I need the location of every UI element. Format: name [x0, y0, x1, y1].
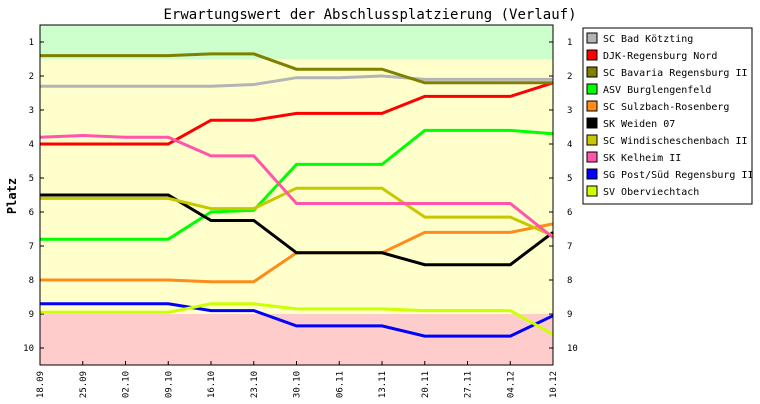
x-tick-label: 16.10 [207, 371, 217, 398]
zone-band-2 [40, 314, 553, 365]
y-tick-label-right: 2 [567, 72, 572, 82]
series-line-7 [39, 133, 554, 239]
y-tick-label-right: 7 [567, 242, 572, 252]
legend-swatch [586, 83, 598, 95]
legend-swatch [586, 32, 598, 44]
x-tick-label: 09.10 [164, 371, 174, 398]
y-tick-label-right: 9 [567, 310, 572, 320]
x-tick-label: 06.11 [335, 371, 345, 398]
legend-label: ASV Burglengenfeld [603, 85, 711, 96]
y-tick-label-right: 10 [567, 344, 578, 354]
y-tick-label-left: 1 [29, 38, 34, 48]
y-tick-label-left: 4 [29, 140, 34, 150]
x-tick-label: 27.11 [464, 371, 474, 398]
series-line-6 [40, 186, 554, 238]
x-tick-label: 10.12 [549, 371, 559, 398]
x-tick-label: 25.09 [79, 371, 89, 398]
y-tick-label-right: 5 [567, 174, 572, 184]
legend-label: SG Post/Süd Regensburg II [603, 170, 754, 181]
y-tick-label-right: 1 [567, 38, 572, 48]
legend-swatch [586, 168, 598, 180]
y-tick-label-left: 3 [29, 106, 34, 116]
legend-label: DJK-Regensburg Nord [603, 51, 717, 62]
series-line-2 [40, 52, 553, 85]
legend-label: SC Bad Kötzting [603, 34, 693, 45]
series-lines [39, 52, 554, 338]
series-line-3 [40, 128, 554, 241]
axis-ticks: 1 1 2 2 3 3 4 4 5 5 6 6 7 7 8 8 9 9 10 10 18.09 25.09 02.10 09.… [23, 38, 578, 398]
x-tick-label: 13.11 [378, 371, 388, 398]
plot-frame [39, 24, 554, 366]
y-tick-label-left: 5 [29, 174, 34, 184]
y-tick-label-right: 4 [567, 140, 572, 150]
x-tick-label: 02.10 [122, 371, 132, 398]
legend-swatch [586, 49, 598, 61]
y-tick-label-left: 10 [23, 344, 34, 354]
legend-label: SK Weiden 07 [603, 119, 675, 130]
legend-label: SC Windischeschenbach II [603, 136, 748, 147]
y-axis-label: Platz [5, 178, 19, 214]
legend: SC Bad Kötzting DJK-Regensburg Nord SC Bav… [582, 27, 754, 205]
y-tick-label-left: 2 [29, 72, 34, 82]
series-line-0 [40, 74, 553, 88]
legend-swatch [586, 100, 598, 112]
y-tick-label-right: 8 [567, 276, 572, 286]
series-line-8 [40, 302, 554, 338]
x-tick-label: 04.12 [506, 371, 516, 398]
background-zones [40, 25, 553, 365]
legend-label: SC Sulzbach-Rosenberg [603, 102, 729, 113]
legend-swatch [586, 185, 598, 197]
y-tick-label-left: 6 [29, 208, 34, 218]
y-tick-label-right: 6 [567, 208, 572, 218]
x-tick-label: 30.10 [293, 371, 303, 398]
y-tick-label-right: 3 [567, 106, 572, 116]
legend-label: SC Bavaria Regensburg II [603, 68, 748, 79]
legend-box [582, 27, 753, 205]
legend-swatch [586, 134, 598, 146]
x-tick-label: 18.09 [36, 371, 46, 398]
legend-label: SK Kelheim II [603, 153, 681, 164]
y-tick-label-left: 7 [29, 242, 34, 252]
x-tick-label: 20.11 [421, 371, 431, 398]
chart-title: Erwartungswert der Abschlussplatzierung … [163, 7, 576, 23]
x-tick-label: 23.10 [250, 371, 260, 398]
series-line-5 [40, 193, 554, 267]
y-tick-label-left: 9 [29, 310, 34, 320]
legend-label: SV Oberviechtach [603, 187, 699, 198]
zone-band-1 [40, 59, 553, 314]
zone-band-0 [40, 25, 553, 59]
legend-swatch [586, 151, 598, 163]
series-line-1 [40, 81, 554, 146]
y-tick-label-left: 8 [29, 276, 34, 286]
series-line-9 [40, 302, 554, 336]
legend-swatch [586, 117, 598, 129]
legend-swatch [586, 66, 598, 78]
